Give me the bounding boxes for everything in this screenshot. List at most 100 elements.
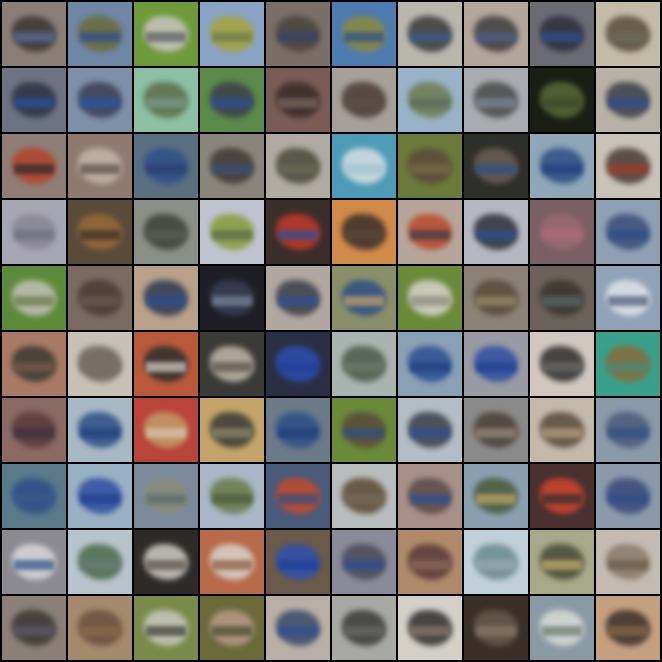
tile-stripe	[278, 560, 318, 570]
tile-stripe	[542, 32, 582, 42]
tile-stripe	[146, 32, 186, 42]
tile-stripe	[476, 428, 516, 438]
tile-stripe	[212, 164, 252, 174]
image-tile	[266, 596, 330, 660]
image-tile	[464, 398, 528, 462]
image-tile	[332, 2, 396, 66]
tile-stripe	[80, 626, 120, 636]
tile-stripe	[608, 164, 648, 174]
tile-stripe	[410, 560, 450, 570]
image-tile	[398, 398, 462, 462]
image-tile	[200, 68, 264, 132]
tile-stripe	[410, 296, 450, 306]
tile-stripe	[476, 362, 516, 372]
tile-stripe	[80, 362, 120, 372]
tile-stripe	[344, 230, 384, 240]
tile-stripe	[14, 626, 54, 636]
tile-stripe	[212, 560, 252, 570]
image-tile	[464, 596, 528, 660]
image-tile	[68, 398, 132, 462]
image-tile	[266, 464, 330, 528]
image-tile	[2, 464, 66, 528]
tile-stripe	[146, 428, 186, 438]
image-tile	[398, 2, 462, 66]
image-tile	[596, 200, 660, 264]
tile-stripe	[410, 164, 450, 174]
image-tile	[134, 398, 198, 462]
image-tile	[530, 134, 594, 198]
image-tile	[332, 596, 396, 660]
image-tile	[266, 200, 330, 264]
tile-stripe	[410, 32, 450, 42]
tile-stripe	[608, 32, 648, 42]
image-tile	[134, 464, 198, 528]
tile-stripe	[344, 362, 384, 372]
tile-stripe	[608, 560, 648, 570]
tile-stripe	[476, 626, 516, 636]
tile-stripe	[146, 164, 186, 174]
tile-stripe	[80, 164, 120, 174]
tile-stripe	[542, 98, 582, 108]
image-tile	[134, 266, 198, 330]
image-tile	[134, 596, 198, 660]
tile-stripe	[542, 428, 582, 438]
image-tile	[266, 332, 330, 396]
tile-stripe	[542, 296, 582, 306]
tile-stripe	[344, 494, 384, 504]
image-tile	[596, 398, 660, 462]
tile-stripe	[212, 230, 252, 240]
tile-stripe	[212, 428, 252, 438]
image-tile	[332, 134, 396, 198]
image-tile	[332, 398, 396, 462]
image-tile	[68, 200, 132, 264]
tile-stripe	[476, 164, 516, 174]
tile-stripe	[146, 626, 186, 636]
image-tile	[596, 596, 660, 660]
image-tile	[464, 464, 528, 528]
tile-stripe	[344, 296, 384, 306]
image-tile	[398, 464, 462, 528]
image-tile	[398, 266, 462, 330]
image-tile	[68, 530, 132, 594]
image-tile	[68, 266, 132, 330]
tile-stripe	[542, 230, 582, 240]
image-tile	[2, 266, 66, 330]
image-tile	[134, 134, 198, 198]
image-tile	[398, 134, 462, 198]
tile-stripe	[80, 296, 120, 306]
image-tile	[68, 134, 132, 198]
image-tile	[2, 332, 66, 396]
tile-stripe	[344, 164, 384, 174]
image-tile	[530, 596, 594, 660]
image-tile	[2, 200, 66, 264]
tile-stripe	[212, 296, 252, 306]
image-tile	[200, 134, 264, 198]
tile-stripe	[146, 98, 186, 108]
image-tile	[530, 332, 594, 396]
image-tile	[2, 2, 66, 66]
tile-stripe	[476, 32, 516, 42]
tile-stripe	[542, 494, 582, 504]
image-tile	[68, 68, 132, 132]
image-tile	[2, 398, 66, 462]
image-tile	[134, 68, 198, 132]
tile-stripe	[278, 428, 318, 438]
image-tile	[266, 530, 330, 594]
image-tile	[596, 464, 660, 528]
image-tile	[68, 332, 132, 396]
image-tile	[530, 530, 594, 594]
image-tile	[530, 266, 594, 330]
image-tile	[200, 530, 264, 594]
tile-stripe	[542, 560, 582, 570]
image-tile	[200, 2, 264, 66]
image-tile	[596, 134, 660, 198]
image-tile	[398, 200, 462, 264]
tile-stripe	[542, 626, 582, 636]
image-tile	[530, 68, 594, 132]
tile-stripe	[476, 494, 516, 504]
tile-stripe	[146, 230, 186, 240]
image-tile	[530, 200, 594, 264]
tile-stripe	[608, 494, 648, 504]
tile-stripe	[278, 164, 318, 174]
